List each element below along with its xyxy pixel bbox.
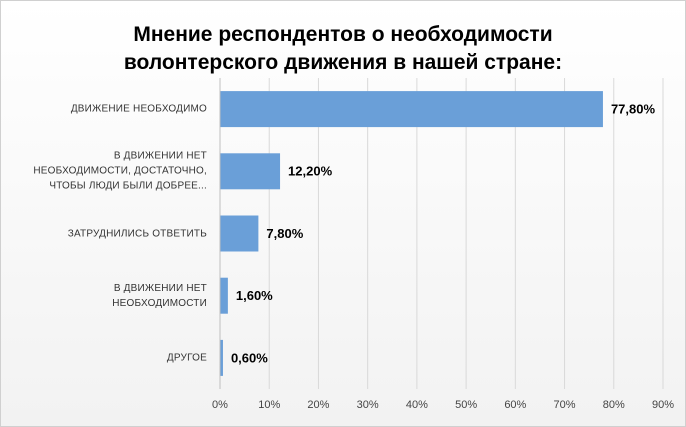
bar xyxy=(220,277,228,314)
value-label: 12,20% xyxy=(288,164,333,179)
x-tick-label: 30% xyxy=(357,399,379,411)
value-label: 77,80% xyxy=(611,102,656,117)
x-tick-label: 60% xyxy=(504,399,526,411)
value-label: 0,60% xyxy=(231,350,268,365)
x-tick-label: 10% xyxy=(258,399,280,411)
x-tick-label: 40% xyxy=(406,399,428,411)
x-tick-label: 20% xyxy=(307,399,329,411)
y-tick-label: ДРУГОЕ xyxy=(166,352,207,364)
y-tick-label: В ДВИЖЕНИИ НЕТ НЕОБХОДИМОСТИ xyxy=(112,282,207,309)
x-tick-label: 70% xyxy=(554,399,576,411)
y-tick-label: ЗАТРУДНИЛИСЬ ОТВЕТИТЬ xyxy=(67,228,207,239)
y-tick-label: В ДВИЖЕНИИ НЕТ НЕОБХОДИМОСТИ, ДОСТАТОЧНО… xyxy=(33,150,207,192)
bar xyxy=(220,153,281,190)
bar xyxy=(220,91,603,128)
y-tick-label: ДВИЖЕНИЕ НЕОБХОДИМО xyxy=(70,103,207,115)
x-tick-label: 0% xyxy=(212,399,228,411)
x-tick-label: 90% xyxy=(652,399,674,411)
x-tick-label: 80% xyxy=(603,399,625,411)
x-tick-label: 50% xyxy=(455,399,477,411)
chart-title: Мнение респондентов о необходимости воло… xyxy=(123,23,563,74)
bar xyxy=(220,339,223,376)
bar xyxy=(220,215,259,252)
value-label: 7,80% xyxy=(266,226,303,241)
value-label: 1,60% xyxy=(236,288,273,303)
